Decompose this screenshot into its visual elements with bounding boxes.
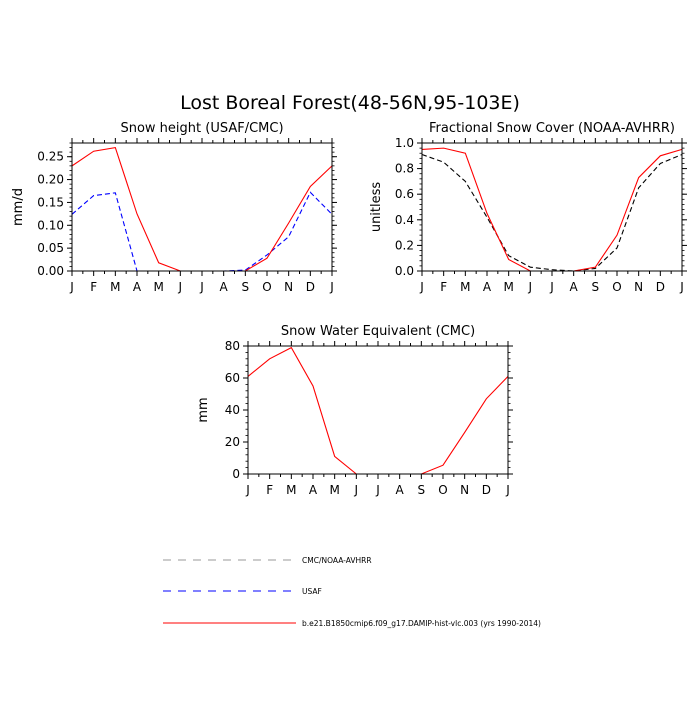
x-tick-label: S — [592, 280, 600, 294]
series-line — [421, 154, 683, 272]
plot-frame — [247, 345, 509, 475]
legend-label: CMC/NOAA-AVHRR — [302, 556, 372, 565]
y-tick-label: 0.2 — [395, 238, 414, 252]
x-tick-label: A — [220, 280, 229, 294]
x-tick-label: S — [418, 483, 426, 497]
x-tick-label: M — [329, 483, 339, 497]
y-tick-label: 60 — [225, 371, 240, 385]
x-tick-label: N — [634, 280, 643, 294]
x-tick-label: J — [679, 280, 684, 294]
x-tick-label: N — [284, 280, 293, 294]
y-tick-label: 20 — [225, 435, 240, 449]
x-tick-label: A — [483, 280, 492, 294]
x-tick-label: A — [309, 483, 318, 497]
y-tick-label: 0.05 — [37, 241, 64, 255]
panel-title: Snow Water Equivalent (CMC) — [281, 324, 475, 339]
y-tick-label: 0.00 — [37, 264, 64, 278]
plot-frame — [421, 142, 683, 272]
panel-title: Snow height (USAF/CMC) — [120, 121, 283, 136]
x-tick-label: O — [262, 280, 271, 294]
x-tick-label: A — [396, 483, 405, 497]
y-axis-label: mm — [196, 397, 211, 422]
x-tick-label: A — [133, 280, 142, 294]
panel-title: Fractional Snow Cover (NOAA-AVHRR) — [429, 121, 675, 136]
y-tick-label: 40 — [225, 403, 240, 417]
x-tick-label: M — [286, 483, 296, 497]
legend-label: b.e21.B1850cmip6.f09_g17.DAMIP-hist-vlc.… — [302, 619, 541, 628]
x-tick-label: N — [460, 483, 469, 497]
chart-panel-3: Snow Water Equivalent (CMC)mmJ F M A M J J A S O N… — [196, 324, 513, 497]
x-tick-label: J — [354, 483, 359, 497]
x-tick-label: J — [178, 280, 183, 294]
x-tick-label: M — [110, 280, 120, 294]
x-tick-label: J — [549, 280, 554, 294]
x-tick-label: D — [306, 280, 315, 294]
x-tick-label: O — [438, 483, 447, 497]
y-axis-label: mm/d — [11, 188, 26, 226]
y-tick-label: 0.4 — [395, 213, 414, 227]
x-tick-label: S — [242, 280, 250, 294]
y-tick-label: 80 — [225, 339, 240, 353]
y-tick-label: 0.25 — [37, 150, 64, 164]
x-tick-label: M — [503, 280, 513, 294]
y-tick-label: 0.10 — [37, 218, 64, 232]
x-tick-label: J — [245, 483, 250, 497]
series-line — [247, 346, 509, 475]
x-tick-label: J — [528, 280, 533, 294]
legend: CMC/NOAA-AVHRR USAF b.e21.B1850cmip6.f09_g… — [163, 556, 541, 628]
plot-frame — [71, 142, 333, 272]
x-tick-label: F — [266, 483, 273, 497]
y-tick-label: 0.0 — [395, 264, 414, 278]
chart-panel-2: Fractional Snow Cover (NOAA-AVHRR) unitle… — [369, 121, 687, 294]
x-tick-label: J — [69, 280, 74, 294]
x-tick-label: D — [482, 483, 491, 497]
y-tick-label: 1.0 — [395, 136, 414, 150]
figure-title: Lost Boreal Forest(48-56N,95-103E) — [180, 92, 520, 114]
x-tick-label: A — [570, 280, 579, 294]
y-tick-label: 0.6 — [395, 187, 414, 201]
series-line — [71, 191, 333, 272]
series-line — [71, 146, 333, 272]
x-tick-label: J — [329, 280, 334, 294]
y-tick-label: 0.15 — [37, 195, 64, 209]
x-tick-label: J — [375, 483, 380, 497]
x-tick-label: J — [199, 280, 204, 294]
x-tick-label: O — [612, 280, 621, 294]
y-tick-label: 0.8 — [395, 162, 414, 176]
y-tick-label: 0 — [232, 467, 240, 481]
y-tick-label: 0.20 — [37, 173, 64, 187]
series-line — [421, 147, 683, 272]
x-tick-label: J — [419, 280, 424, 294]
x-tick-label: F — [440, 280, 447, 294]
x-tick-label: D — [656, 280, 665, 294]
chart-panel-1: Snow height (USAF/CMC)mm/dJ F M A M J J A S O N D J0… — [11, 121, 337, 294]
legend-label: USAF — [302, 587, 322, 596]
y-axis-label: unitless — [369, 182, 384, 233]
x-tick-label: F — [90, 280, 97, 294]
x-tick-label: M — [153, 280, 163, 294]
x-tick-label: M — [460, 280, 470, 294]
x-tick-label: J — [505, 483, 510, 497]
